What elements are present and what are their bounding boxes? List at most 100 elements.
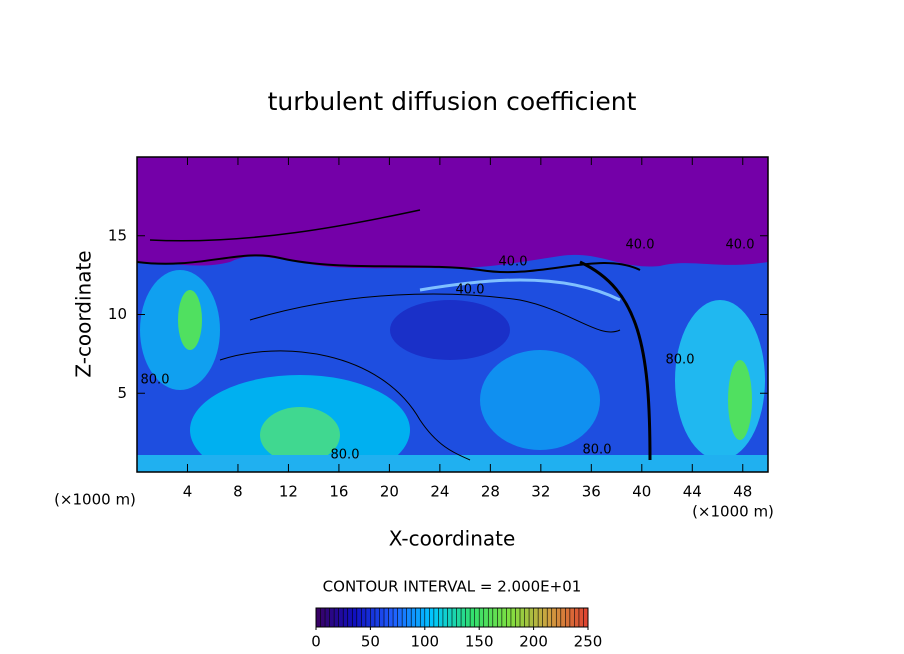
colorbar-swatch [465,608,471,627]
colorbar-swatch [569,608,575,627]
colorbar-swatch [329,608,335,627]
colorbar-swatch [560,608,566,627]
colorbar-swatch [492,608,498,627]
colorbar-swatch [520,608,525,627]
colorbar-swatch [488,608,493,627]
colorbar-swatch [574,608,579,627]
colorbar-swatch [578,608,584,627]
x-tick-label: 48 [733,483,752,501]
colorbar-swatch [565,608,570,627]
colorbar-swatch [501,608,507,627]
contour-label: 40.0 [726,238,755,253]
contour-line [219,350,471,461]
colorbar-tick-label: 100 [410,633,439,651]
x-tick-label: 12 [279,483,298,501]
field-patch [480,350,600,450]
colorbar-swatch [361,608,366,627]
colorbar-swatch [388,608,394,627]
colorbar-title: CONTOUR INTERVAL = 2.000E+01 [323,578,582,596]
y-axis-label: Z-coordinate [72,250,96,377]
contour-field [137,157,768,472]
colorbar-swatch [343,608,348,627]
colorbar-swatch [352,608,357,627]
x-tick-label: 8 [233,483,243,501]
contour-label: 40.0 [456,283,485,298]
colorbar-swatch [420,608,425,627]
chart-title: turbulent diffusion coefficient [268,87,637,116]
colorbar-swatch [406,608,412,627]
x-tick-label: 40 [632,483,651,501]
colorbar-swatch [479,608,484,627]
colorbar-swatch [325,608,330,627]
colorbar-swatch [515,608,520,627]
colorbar-swatch [411,608,416,627]
x-tick-label: 36 [582,483,601,501]
colorbar-swatch [524,608,530,627]
x-tick-label: 28 [481,483,500,501]
colorbar-swatch [402,608,407,627]
colorbar-swatch [379,608,384,627]
colorbar-swatch [384,608,389,627]
colorbar-swatch [533,608,539,627]
colorbar-swatch [506,608,511,627]
colorbar-swatch [374,608,380,627]
colorbar-swatch [438,608,443,627]
contour-line [249,293,621,333]
contour-label: 80.0 [331,448,360,463]
contour-line [579,260,652,461]
colorbar-swatch [415,608,421,627]
colorbar-swatch [320,608,326,627]
colorbar-swatch [456,608,462,627]
colorbar-swatch [510,608,516,627]
contour-label: 40.0 [499,255,528,270]
x-tick-label: 32 [531,483,550,501]
colorbar-tick-label: 0 [311,633,321,651]
contour-line [149,209,421,242]
y-tick-label: 15 [108,226,127,244]
colorbar-swatch [424,608,430,627]
field-patch [137,455,768,472]
contour-label: 80.0 [141,373,170,388]
field-patch [260,407,340,463]
colorbar-swatch [365,608,371,627]
contour-label: 40.0 [626,238,655,253]
colorbar-frame [315,607,589,628]
colorbar-swatch [542,608,548,627]
x-tick-label: 4 [183,483,193,501]
colorbar-swatch [347,608,353,627]
x-tick-label: 44 [683,483,702,501]
x-axis-label: X-coordinate [389,527,516,551]
colorbar-swatch [433,608,439,627]
field-patch [178,290,202,350]
contour-label: 80.0 [583,443,612,458]
colorbar-swatch [547,608,552,627]
field-patch [675,300,765,460]
contour-label: 80.0 [666,353,695,368]
colorbar-tick-label: 250 [574,633,603,651]
colorbar-tick-label: 150 [465,633,494,651]
colorbar-swatch [497,608,502,627]
colorbar-swatch [452,608,457,627]
colorbar-swatch [583,608,588,627]
contour-line [419,278,621,302]
x-tick-label: 16 [329,483,348,501]
colorbar-swatch [442,608,448,627]
contour-line [137,254,641,274]
x-unit-label: (×1000 m) [692,503,774,521]
y-tick-label: 10 [108,305,127,323]
colorbar-swatch [429,608,434,627]
colorbar-swatch [356,608,362,627]
upper-layer [137,157,768,269]
colorbar-swatch [447,608,452,627]
colorbar-swatch [556,608,561,627]
colorbar-swatch [334,608,339,627]
x-unit-label: (×1000 m) [54,491,136,509]
x-tick-label: 24 [430,483,449,501]
colorbar-tick-label: 50 [361,633,380,651]
colorbar-swatch [316,608,321,627]
colorbar-swatch [338,608,344,627]
colorbar-swatch [529,608,534,627]
colorbar-swatch [370,608,375,627]
x-tick-label: 20 [380,483,399,501]
